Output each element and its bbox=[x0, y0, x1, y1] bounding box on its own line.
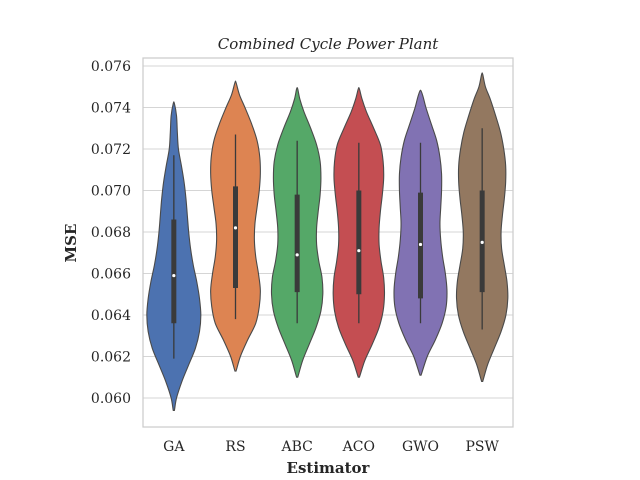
y-tick-label: 0.060 bbox=[91, 391, 131, 407]
median-marker-abc bbox=[295, 253, 299, 257]
y-tick-label: 0.076 bbox=[91, 59, 131, 75]
y-tick-label: 0.072 bbox=[91, 142, 131, 158]
plot-area-frame bbox=[142, 57, 514, 428]
violin-series bbox=[146, 72, 509, 411]
y-tick-label: 0.066 bbox=[91, 267, 131, 283]
x-tick-label: GA bbox=[163, 439, 185, 455]
y-gridlines bbox=[143, 65, 513, 399]
median-marker-aco bbox=[357, 249, 361, 253]
y-tick-label: 0.068 bbox=[91, 225, 131, 241]
x-tick-label: ABC bbox=[280, 439, 312, 455]
y-tick-label: 0.074 bbox=[91, 101, 131, 117]
median-marker-psw bbox=[480, 240, 484, 244]
median-marker-rs bbox=[233, 226, 238, 230]
x-tick-label: RS bbox=[225, 439, 245, 455]
x-axis-ticks: GA RS ABC ACO GWO PSW bbox=[163, 439, 499, 455]
x-tick-label: ACO bbox=[342, 439, 375, 455]
y-tick-label: 0.070 bbox=[91, 184, 131, 200]
median-marker-ga bbox=[172, 273, 176, 278]
y-tick-label: 0.062 bbox=[91, 350, 131, 366]
x-axis-label: Estimator bbox=[287, 459, 371, 477]
median-marker-gwo bbox=[418, 242, 423, 247]
y-tick-label: 0.064 bbox=[91, 308, 131, 324]
x-tick-label: GWO bbox=[402, 439, 439, 455]
y-axis-ticks: 0.060 0.062 0.064 0.066 0.068 0.070 0.072 0.074… bbox=[91, 59, 131, 407]
y-axis-label: MSE bbox=[62, 224, 80, 263]
chart-title: Combined Cycle Power Plant bbox=[218, 35, 439, 53]
x-tick-label: PSW bbox=[465, 439, 499, 455]
